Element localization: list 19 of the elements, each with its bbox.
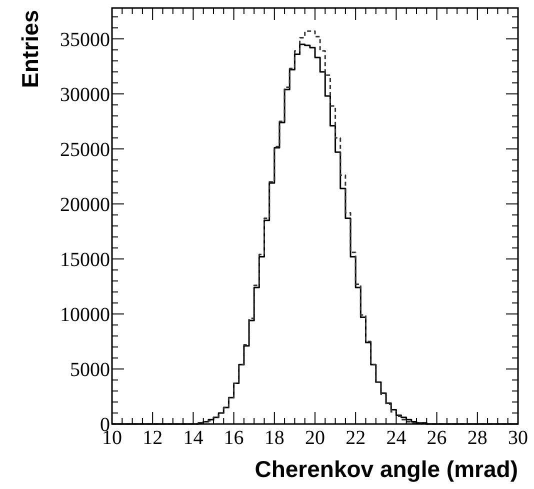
y-tick-label: 15000 bbox=[60, 248, 110, 271]
x-tick-label: 28 bbox=[467, 427, 488, 449]
y-tick-label: 35000 bbox=[60, 28, 110, 51]
x-tick-label: 12 bbox=[142, 427, 163, 449]
x-tick-label: 24 bbox=[386, 427, 406, 449]
y-axis-title: Entries bbox=[17, 10, 43, 88]
x-tick-label: 30 bbox=[508, 427, 528, 449]
x-tick-label: 16 bbox=[224, 427, 244, 449]
x-tick-label: 14 bbox=[183, 427, 204, 449]
y-tick-label: 25000 bbox=[60, 138, 110, 161]
x-tick-label: 22 bbox=[346, 427, 366, 449]
y-tick-label: 10000 bbox=[60, 304, 110, 326]
y-tick-label: 20000 bbox=[60, 194, 110, 216]
x-tick-label: 20 bbox=[305, 427, 325, 449]
x-tick-label: 18 bbox=[264, 427, 284, 449]
y-tick-label: 5000 bbox=[70, 358, 110, 381]
y-tick-label: 30000 bbox=[60, 84, 110, 106]
x-tick-label: 26 bbox=[426, 427, 447, 449]
x-axis-title: Cherenkov angle (mrad) bbox=[254, 456, 518, 482]
